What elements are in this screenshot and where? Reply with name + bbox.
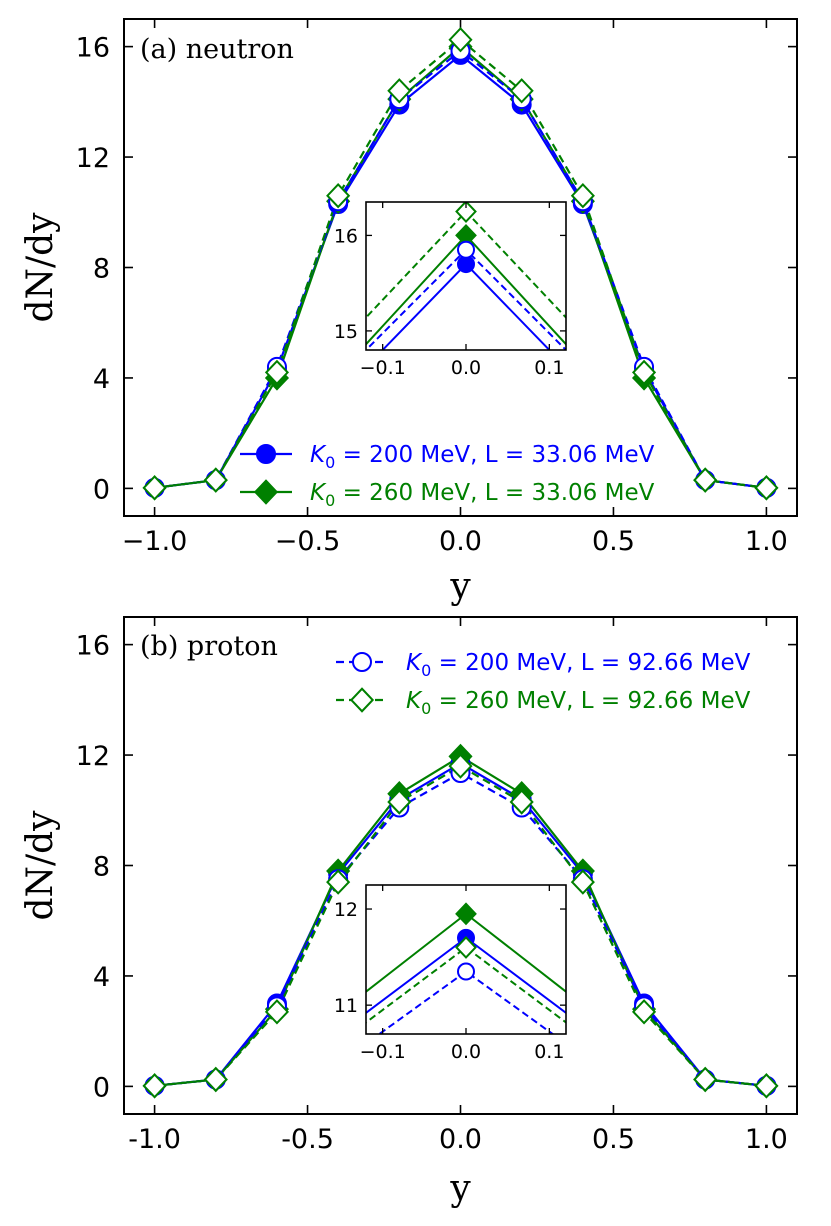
legend-marker (256, 444, 276, 464)
x-tick-label: -1.0 (128, 1124, 181, 1155)
data-point-series-3 (142, 475, 167, 501)
y-tick-label: 12 (76, 741, 110, 772)
data-point-series-3 (509, 78, 534, 104)
y-tick-label: 0 (93, 1072, 110, 1103)
legend-subscript: 0 (421, 699, 431, 718)
legend-marker (349, 687, 375, 713)
data-point-series-3 (570, 183, 595, 209)
data-point-series-3 (387, 789, 412, 815)
legend-symbol: K (310, 442, 327, 468)
y-tick-label: 8 (93, 852, 110, 883)
inset-data-point-series-3 (455, 202, 477, 224)
data-point-series-3 (448, 27, 473, 53)
x-tick-label: 0.0 (439, 1124, 482, 1155)
legend-symbol: K (406, 650, 423, 676)
y-axis-title: dN/dy (20, 212, 61, 323)
inset-x-tick-label: 0.0 (451, 1041, 481, 1063)
legend-text: = 200 MeV, L = 92.66 MeV (431, 650, 750, 676)
data-point-series-3 (570, 869, 595, 895)
inset-y-tick-label: 11 (334, 995, 358, 1017)
inset-x-tick-label: 0.0 (451, 357, 481, 379)
legend-text: = 260 MeV, L = 92.66 MeV (431, 688, 750, 714)
data-point-series-3 (326, 183, 351, 209)
legend-label: K0 = 200 MeV, L = 92.66 MeV (406, 650, 751, 680)
data-point-series-3 (509, 789, 534, 815)
inset-y-tick-label: 15 (334, 321, 358, 343)
inset-data-point-series-1 (455, 902, 477, 926)
panel-label: (a) neutron (140, 34, 294, 65)
y-tick-label: 12 (76, 143, 110, 174)
inset-x-tick-label: 0.1 (534, 357, 564, 379)
data-point-series-3 (142, 1073, 167, 1099)
data-point-series-3 (631, 999, 657, 1025)
data-point-series-3 (203, 467, 228, 493)
legend-label: K0 = 260 MeV, L = 33.06 MeV (310, 480, 655, 510)
legend-subscript: 0 (325, 491, 335, 510)
inset-plot-area (366, 202, 566, 350)
inset-x-tick-label: −0.1 (360, 357, 406, 379)
panel-label: (b) proton (140, 631, 278, 662)
legend-symbol: K (406, 688, 423, 714)
x-tick-label: -0.5 (281, 1124, 334, 1155)
data-point-series-3 (326, 869, 351, 895)
inset: −0.1 0.0 0.1 15 16 (334, 201, 567, 379)
inset-data-point-series-2 (457, 962, 475, 981)
data-point-series-3 (754, 475, 779, 501)
legend-text: = 260 MeV, L = 33.06 MeV (335, 480, 654, 506)
legend-text: = 200 MeV, L = 33.06 MeV (335, 442, 654, 468)
legend-subscript: 0 (325, 453, 335, 472)
inset-x-tick-label: 0.1 (534, 1041, 564, 1063)
inset-y-tick-label: 12 (334, 899, 358, 921)
series-line-3 (154, 764, 767, 1087)
x-tick-label: 1.0 (745, 526, 788, 557)
data-point-series-3 (203, 1066, 228, 1093)
x-tick-label: 0.0 (439, 526, 482, 557)
inset-y-tick-label: 16 (334, 225, 358, 247)
data-point-series-3 (264, 999, 290, 1025)
legend-marker (352, 652, 372, 672)
y-tick-label: 0 (93, 474, 110, 505)
data-point-series-3 (631, 359, 657, 386)
y-axis-title: dN/dy (20, 810, 61, 921)
x-tick-label: −0.5 (275, 526, 341, 557)
data-point-series-3 (754, 1073, 779, 1099)
y-tick-label: 8 (93, 254, 110, 285)
y-tick-label: 16 (76, 631, 110, 662)
data-point-series-3 (693, 467, 718, 493)
panel-a: −1.0 −0.5 0.0 0.5 1.0 0 4 8 12 16 y dN/dy (a) neutro… (20, 18, 798, 607)
data-point-series-3 (693, 1066, 718, 1093)
panel-b: -1.0 -0.5 0.0 0.5 1.0 0 4 8 12 16 y dN/dy (b) proton… (20, 616, 798, 1209)
legend-marker (253, 479, 279, 505)
legend-label: K0 = 260 MeV, L = 92.66 MeV (406, 688, 751, 718)
x-tick-label: 1.0 (745, 1124, 788, 1155)
x-tick-label: 0.5 (592, 526, 635, 557)
y-tick-label: 4 (93, 364, 110, 395)
inset-plot-area (366, 902, 566, 1034)
y-tick-label: 16 (76, 33, 110, 64)
inset: −0.1 0.0 0.1 11 12 (334, 884, 567, 1063)
x-tick-label: −1.0 (122, 526, 188, 557)
x-axis-title: y (449, 1168, 471, 1209)
inset-data-point-series-2 (457, 240, 475, 259)
x-tick-label: 0.5 (592, 1124, 635, 1155)
legend-subscript: 0 (421, 661, 431, 680)
legend-symbol: K (310, 480, 327, 506)
data-point-series-3 (264, 359, 290, 386)
inset-data-point-series-3 (455, 936, 477, 959)
inset-x-tick-label: −0.1 (360, 1041, 406, 1063)
data-point-series-3 (448, 753, 473, 779)
x-axis-title: y (449, 566, 471, 607)
data-point-series-3 (387, 78, 412, 104)
y-tick-label: 4 (93, 962, 110, 993)
legend-label: K0 = 200 MeV, L = 33.06 MeV (310, 442, 655, 472)
